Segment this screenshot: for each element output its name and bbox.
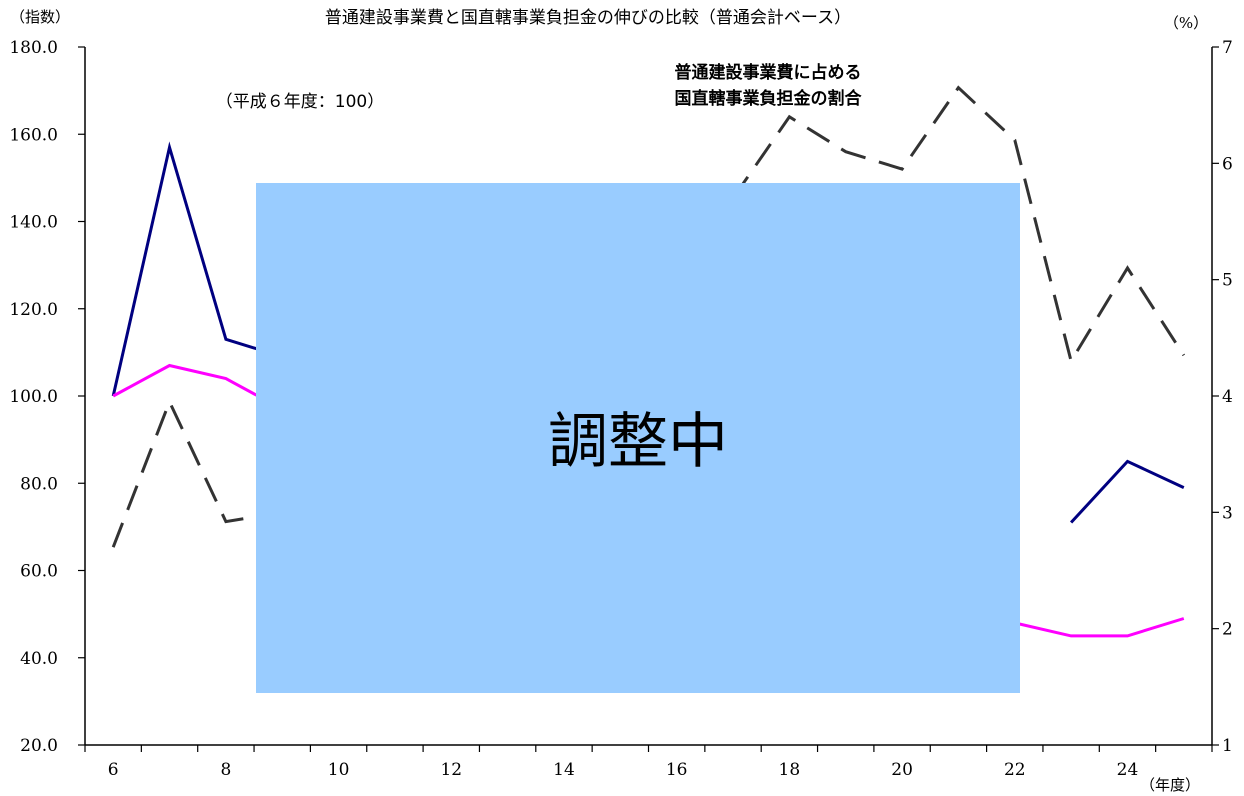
y-left-unit: （指数） [10, 8, 70, 26]
y-left-tick-label: 140.0 [9, 213, 58, 233]
y-left-tick-label: 160.0 [9, 125, 58, 145]
x-tick-label: 20 [891, 760, 913, 780]
series-line-2 [111, 397, 283, 548]
y-right-tick-label: 2 [1222, 620, 1233, 640]
y-right-tick-label: 7 [1222, 38, 1233, 58]
y-left-tick-label: 20.0 [20, 736, 58, 756]
y-right-tick-label: 3 [1222, 503, 1233, 523]
y-left-tick-label: 100.0 [9, 387, 58, 407]
x-tick-label: 12 [440, 760, 462, 780]
y-left-tick-label: 80.0 [20, 474, 58, 494]
ratio-annotation-line2: 国直轄事業負担金の割合 [675, 88, 863, 109]
series-line-1 [112, 363, 283, 411]
chart-title: 普通建設事業費と国直轄事業負担金の伸びの比較（普通会計ベース） [325, 8, 851, 28]
y-right-tick-label: 6 [1222, 154, 1233, 174]
x-tick-label: 8 [220, 760, 231, 780]
x-tick-label: 22 [1004, 760, 1026, 780]
y-left-tick-label: 180.0 [9, 38, 58, 58]
tick-labels: 20.0 40.0 60.0 80.0 100.0 120.0 140.0 160.0 180.… [9, 38, 1233, 780]
series-line-1 [1014, 617, 1185, 638]
y-right-unit: （%） [1164, 14, 1208, 32]
y-left-tick-label: 60.0 [20, 562, 58, 582]
x-tick-label: 6 [108, 760, 119, 780]
series-line-2 [731, 85, 1186, 365]
axes [78, 46, 1219, 752]
ratio-annotation-line1: 普通建設事業費に占める [675, 62, 862, 83]
series-layer [111, 85, 1186, 638]
x-unit: （年度） [1140, 776, 1200, 794]
y-left-tick-label: 40.0 [20, 649, 58, 669]
adjusting-overlay [256, 183, 1020, 693]
y-left-tick-label: 120.0 [9, 300, 58, 320]
series-line-0 [1069, 459, 1185, 524]
x-tick-label: 24 [1117, 760, 1139, 780]
adjusting-overlay-text: 調整中 [548, 407, 728, 477]
series-line-0 [111, 141, 283, 397]
base-note: （平成６年度：100） [216, 92, 384, 112]
x-tick-label: 10 [328, 760, 350, 780]
y-right-tick-label: 1 [1222, 736, 1233, 756]
y-right-tick-label: 5 [1222, 271, 1233, 291]
x-tick-label: 14 [553, 760, 575, 780]
y-right-tick-label: 4 [1222, 387, 1233, 407]
x-tick-label: 16 [666, 760, 688, 780]
x-tick-label: 18 [779, 760, 801, 780]
